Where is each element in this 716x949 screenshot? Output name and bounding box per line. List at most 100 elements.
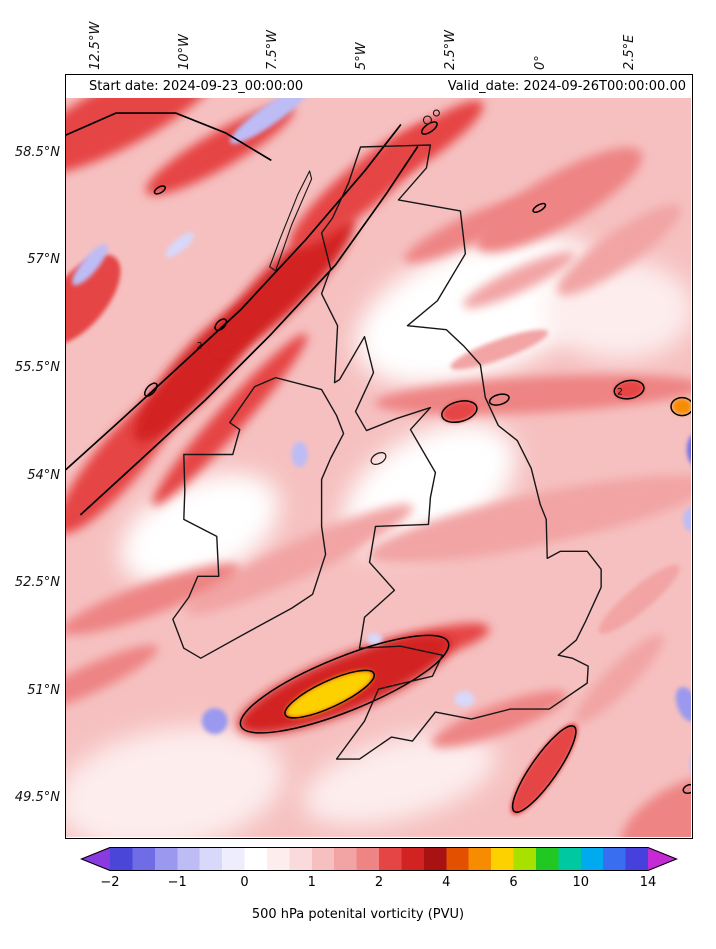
pv-feature	[687, 435, 691, 464]
colorbar-segment	[535, 847, 559, 871]
title-strip: Start date: 2024-09-23_00:00:00 Valid_da…	[66, 75, 692, 98]
colorbar-over-arrow	[648, 847, 678, 871]
pv-feature	[672, 398, 691, 415]
colorbar-segment	[446, 847, 470, 871]
pv-contour-line	[80, 146, 419, 516]
colorbar-segment	[266, 847, 290, 871]
colorbar-segment	[222, 847, 246, 871]
pv-field-layer	[66, 75, 691, 837]
pv-contour-ring	[511, 725, 577, 813]
pv-feature	[614, 380, 644, 399]
pv-feature	[454, 691, 475, 708]
pv-feature	[186, 504, 413, 615]
colorbar-tick-label: 14	[639, 875, 657, 890]
pv-feature	[574, 634, 664, 725]
pv-feature	[620, 776, 691, 837]
colorbar-segment	[513, 847, 537, 871]
lon-tick-label: 0°	[533, 55, 548, 70]
pv-contour-layer	[66, 112, 691, 813]
pv-feature	[598, 564, 680, 634]
pv-contour-ring	[214, 318, 228, 332]
pv-feature	[675, 686, 691, 722]
lat-tick-label: 54°N	[27, 468, 60, 483]
pv-feature	[499, 539, 620, 580]
pv-feature	[556, 204, 682, 296]
pv-contour-ring	[144, 382, 158, 397]
colorbar-segment	[423, 847, 447, 871]
pv-feature	[510, 723, 578, 815]
pv-feature	[201, 708, 228, 735]
pv-contour-ring	[613, 379, 645, 400]
lon-tick-label: 10°W	[177, 34, 192, 70]
contour-label-layer: 22	[197, 342, 623, 398]
colorbar	[80, 847, 678, 871]
pv-feature	[683, 507, 691, 532]
colorbar-segment	[311, 847, 335, 871]
start-date-label: Start date: 2024-09-23_00:00:00	[89, 79, 304, 94]
pv-feature	[215, 215, 354, 354]
lat-tick-label: 49.5°N	[14, 790, 60, 805]
colorbar-segment	[132, 847, 156, 871]
pv-feature	[291, 441, 308, 468]
lat-tick-label: 57°N	[27, 252, 60, 267]
colorbar-tick-label: −1	[167, 875, 187, 890]
colorbar-segment	[289, 847, 313, 871]
pv-feature	[450, 329, 549, 370]
coastline	[320, 144, 602, 760]
colorbar-tick-label: −2	[100, 875, 120, 890]
coastline-orkney	[432, 109, 440, 117]
pv-map: 22	[66, 75, 691, 837]
coastline	[269, 170, 313, 272]
pv-feature	[431, 690, 568, 748]
lon-tick-label: 5°W	[354, 42, 369, 70]
pv-contour-ring	[682, 783, 691, 794]
pv-feature	[441, 400, 477, 423]
pv-feature	[690, 757, 691, 771]
pv-feature	[66, 645, 159, 714]
colorbar-segment	[580, 847, 604, 871]
lon-tick-label: 2.5°E	[622, 34, 637, 70]
pv-feature	[66, 563, 240, 636]
lat-tick-label: 52.5°N	[14, 575, 60, 590]
colorbar-segment	[199, 847, 223, 871]
coastline	[172, 376, 345, 659]
contour-value-label: 2	[617, 388, 623, 398]
coastline-isle-of-man	[370, 452, 387, 465]
colorbar-segment	[244, 847, 268, 871]
pv-feature	[403, 196, 535, 263]
pv-feature	[366, 633, 383, 646]
colorbar-segment	[177, 847, 201, 871]
colorbar-segment	[379, 847, 403, 871]
coastline-layer	[172, 109, 602, 760]
colorbar-segment	[468, 847, 492, 871]
pv-feature	[462, 251, 576, 309]
pv-feature	[66, 254, 121, 346]
colorbar-segment	[334, 847, 358, 871]
lat-tick-label: 51°N	[27, 683, 60, 698]
lon-tick-label: 7.5°W	[265, 29, 280, 70]
pv-contour-ring	[488, 393, 510, 406]
colorbar-segment	[401, 847, 425, 871]
colorbar-under-arrow	[80, 847, 110, 871]
pv-contour-ring	[420, 121, 438, 135]
figure-caption: 500 hPa potenital vorticity (PVU)	[251, 907, 465, 922]
colorbar-segment	[356, 847, 380, 871]
lat-tick-label: 58.5°N	[14, 145, 60, 160]
pv-feature	[368, 475, 691, 564]
pv-contour-line	[66, 124, 402, 471]
colorbar-outline	[80, 847, 678, 871]
pv-feature	[66, 726, 284, 837]
pv-contour-ring	[441, 400, 478, 424]
pv-contour-ring	[153, 185, 166, 195]
colorbar-segment	[625, 847, 649, 871]
colorbar-tick-label: 2	[374, 875, 384, 890]
pv-feature	[230, 86, 310, 144]
colorbar-tick-label: 10	[572, 875, 590, 890]
lon-tick-label: 12.5°W	[88, 21, 103, 70]
pv-feature	[307, 690, 336, 709]
colorbar-segment	[558, 847, 582, 871]
pv-contour-ring	[239, 634, 450, 734]
pv-contour-ring	[532, 202, 547, 213]
contour-value-label: 2	[197, 342, 203, 352]
